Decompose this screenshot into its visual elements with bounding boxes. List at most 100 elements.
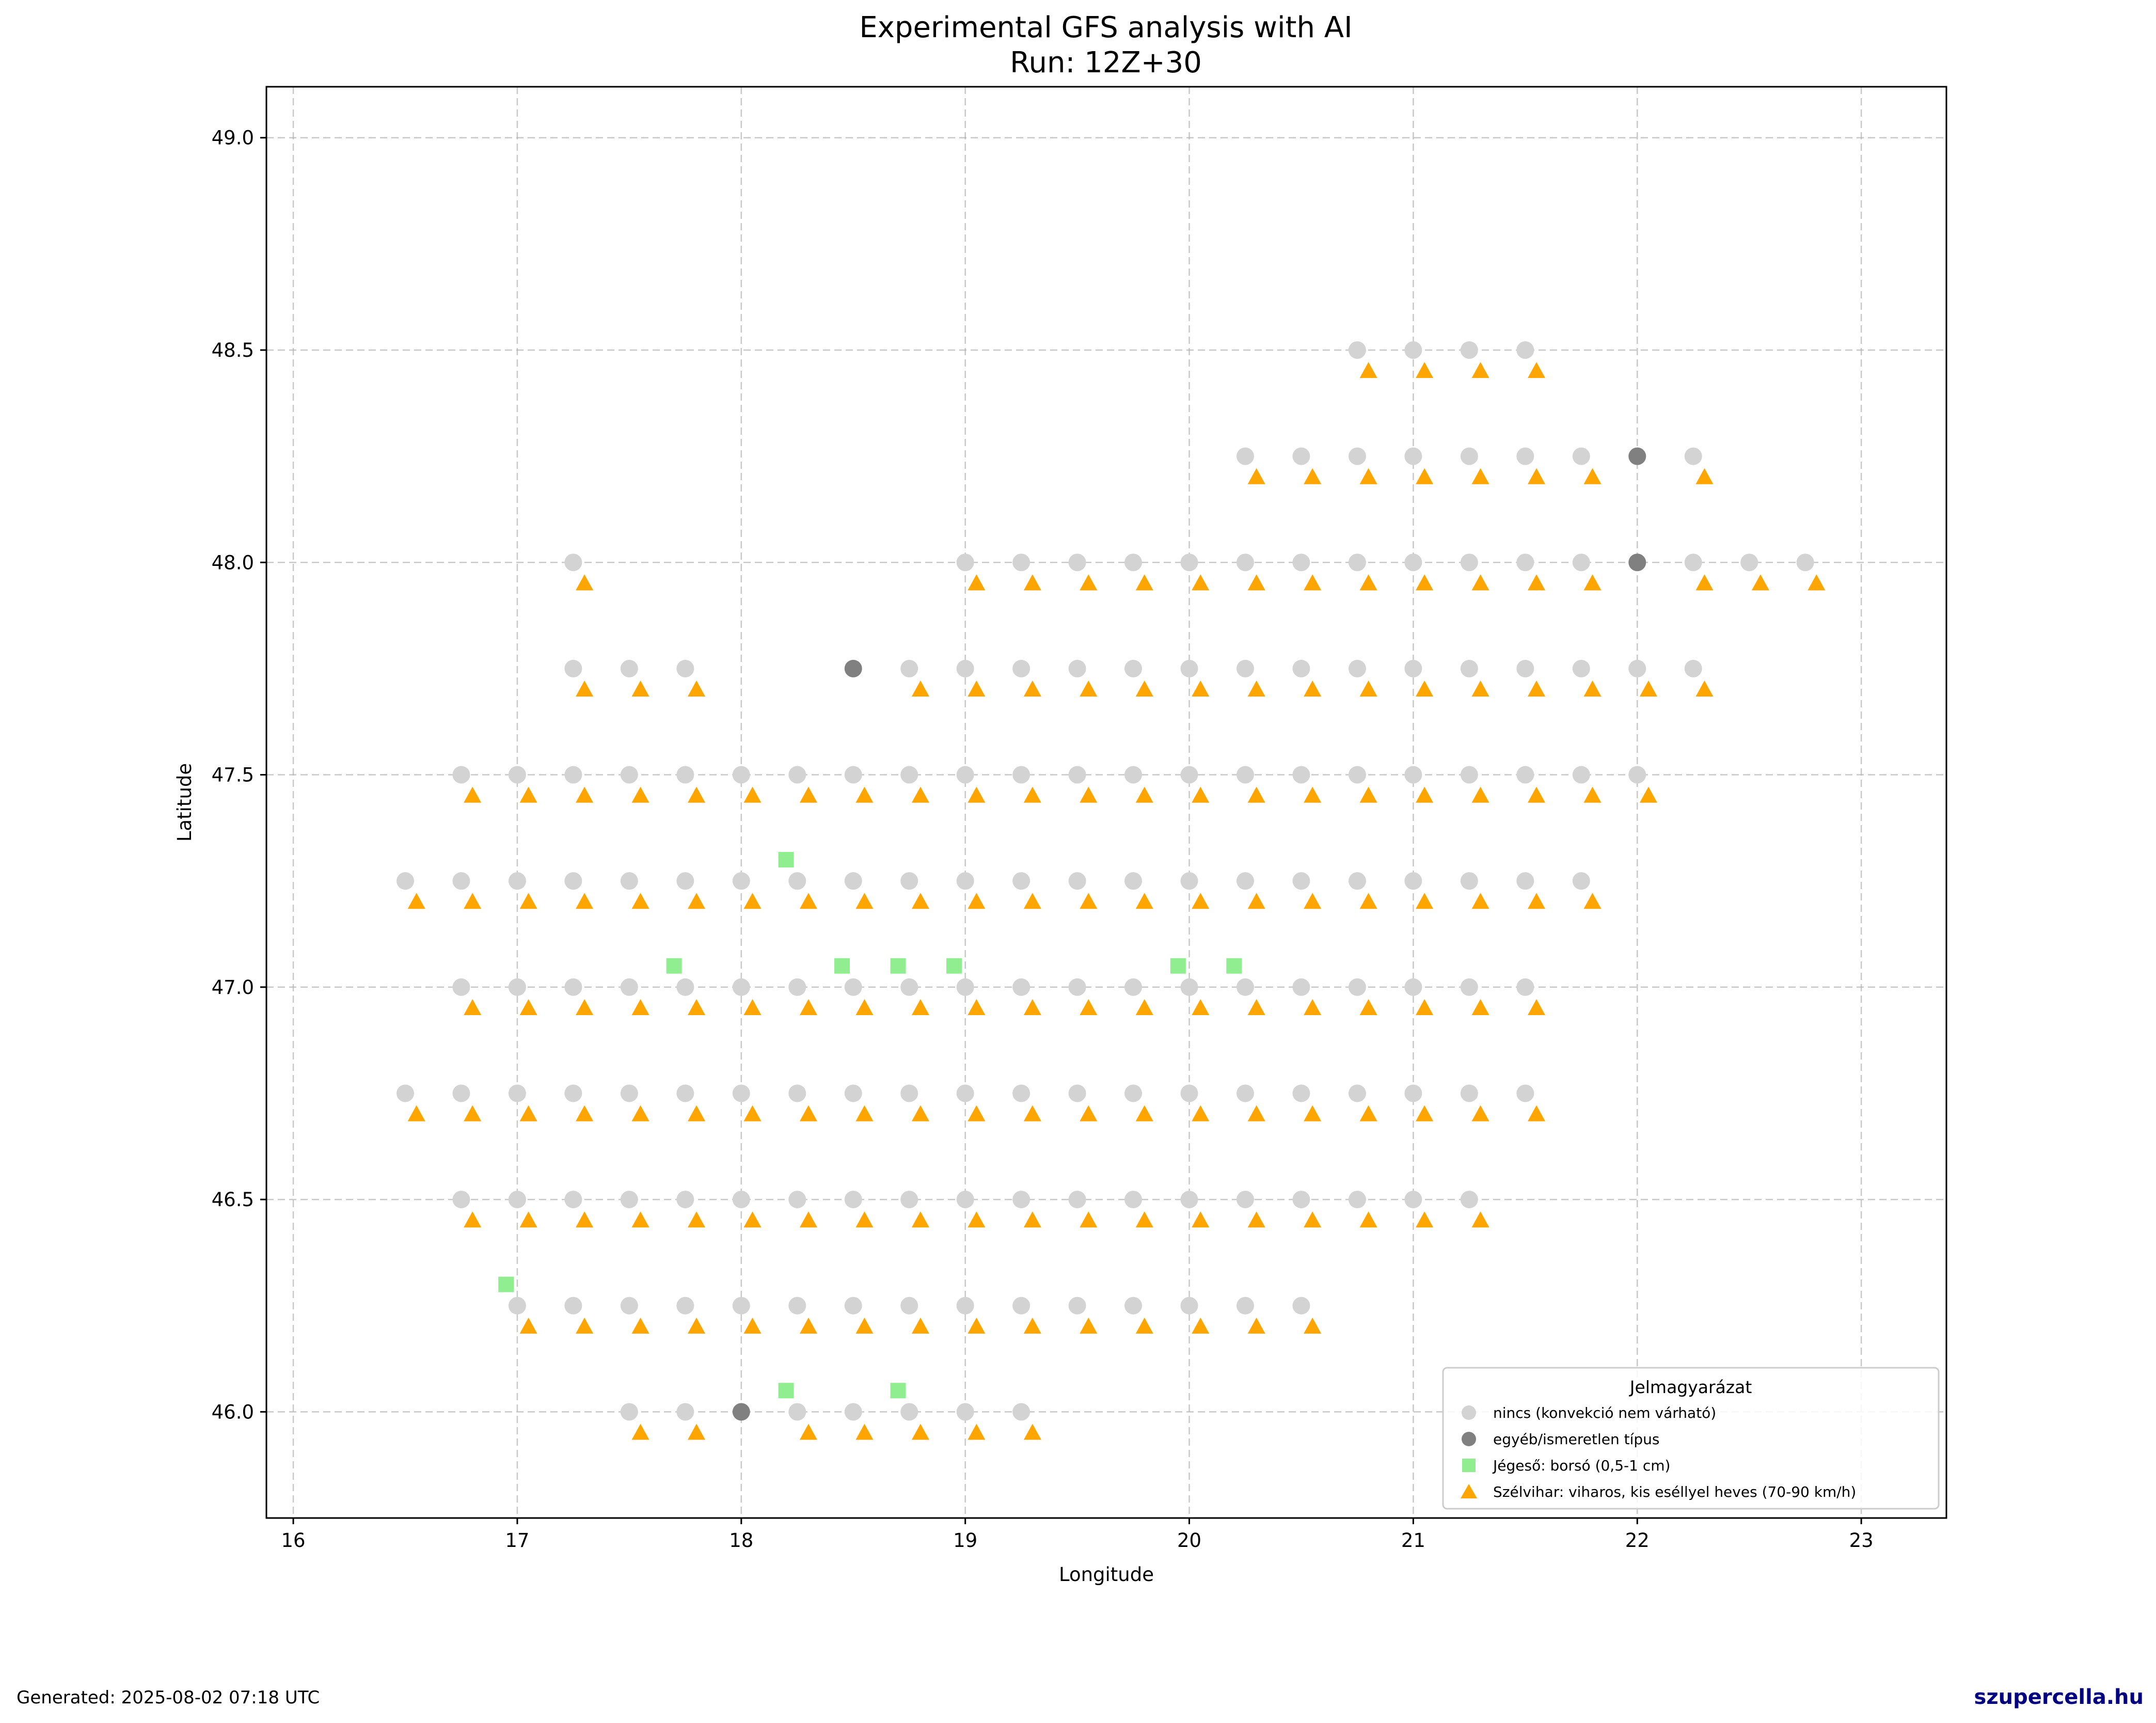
point-nincs bbox=[1180, 978, 1198, 996]
legend-label-nincs: nincs (konvekció nem várható) bbox=[1493, 1404, 1716, 1421]
point-szelvihar bbox=[1583, 786, 1602, 803]
point-szelvihar bbox=[743, 1105, 762, 1121]
point-nincs bbox=[1404, 872, 1422, 890]
point-nincs bbox=[1404, 659, 1422, 677]
point-szelvihar bbox=[1135, 999, 1153, 1015]
point-nincs bbox=[396, 872, 414, 890]
point-nincs bbox=[844, 1191, 862, 1209]
point-nincs bbox=[1124, 554, 1143, 572]
point-szelvihar bbox=[1304, 786, 1322, 803]
point-jegeso bbox=[890, 958, 906, 974]
point-nincs bbox=[732, 872, 750, 890]
point-szelvihar bbox=[855, 999, 874, 1015]
point-szelvihar bbox=[1528, 468, 1546, 484]
generated-timestamp: Generated: 2025-08-02 07:18 UTC bbox=[17, 1687, 320, 1708]
point-szelvihar bbox=[968, 786, 986, 803]
point-nincs bbox=[1796, 554, 1814, 572]
point-szelvihar bbox=[1080, 893, 1098, 909]
point-nincs bbox=[1516, 1084, 1534, 1102]
point-szelvihar bbox=[743, 999, 762, 1015]
point-nincs bbox=[1068, 1191, 1086, 1209]
point-nincs bbox=[1012, 978, 1031, 996]
point-nincs bbox=[788, 1403, 806, 1421]
point-nincs bbox=[1124, 766, 1143, 784]
point-szelvihar bbox=[464, 786, 482, 803]
x-tick-label: 17 bbox=[505, 1529, 529, 1552]
point-nincs bbox=[564, 1191, 582, 1209]
point-egyeb bbox=[1628, 554, 1646, 572]
point-nincs bbox=[1236, 1084, 1254, 1102]
point-nincs bbox=[564, 659, 582, 677]
point-nincs bbox=[844, 978, 862, 996]
point-szelvihar bbox=[855, 786, 874, 803]
point-nincs bbox=[508, 872, 526, 890]
point-nincs bbox=[620, 978, 638, 996]
point-szelvihar bbox=[911, 681, 929, 697]
point-nincs bbox=[844, 766, 862, 784]
point-nincs bbox=[1236, 659, 1254, 677]
point-nincs bbox=[396, 1084, 414, 1102]
point-szelvihar bbox=[968, 681, 986, 697]
point-nincs bbox=[900, 872, 918, 890]
point-szelvihar bbox=[519, 1317, 537, 1334]
point-szelvihar bbox=[1247, 893, 1265, 909]
point-szelvihar bbox=[519, 1211, 537, 1228]
point-szelvihar bbox=[1528, 681, 1546, 697]
point-nincs bbox=[1012, 1191, 1031, 1209]
point-egyeb bbox=[732, 1403, 750, 1421]
point-nincs bbox=[1012, 1403, 1031, 1421]
point-nincs bbox=[956, 978, 974, 996]
point-szelvihar bbox=[1304, 1317, 1322, 1334]
point-nincs bbox=[1460, 872, 1478, 890]
point-nincs bbox=[1740, 554, 1758, 572]
point-nincs bbox=[1068, 1084, 1086, 1102]
point-szelvihar bbox=[1080, 786, 1098, 803]
point-szelvihar bbox=[631, 999, 649, 1015]
point-nincs bbox=[1236, 766, 1254, 784]
point-nincs bbox=[452, 872, 470, 890]
point-nincs bbox=[1348, 1084, 1366, 1102]
point-nincs bbox=[1236, 978, 1254, 996]
point-nincs bbox=[1012, 872, 1031, 890]
point-nincs bbox=[1180, 659, 1198, 677]
point-nincs bbox=[1404, 447, 1422, 465]
chart-subtitle: Run: 12Z+30 bbox=[1010, 46, 1202, 80]
x-tick-label: 18 bbox=[729, 1529, 753, 1552]
point-nincs bbox=[676, 1084, 694, 1102]
point-szelvihar bbox=[688, 999, 706, 1015]
point-nincs bbox=[900, 766, 918, 784]
point-nincs bbox=[1516, 554, 1534, 572]
point-szelvihar bbox=[1080, 681, 1098, 697]
point-szelvihar bbox=[1416, 362, 1434, 378]
point-szelvihar bbox=[1192, 786, 1210, 803]
point-szelvihar bbox=[1583, 574, 1602, 591]
point-nincs bbox=[676, 1191, 694, 1209]
point-szelvihar bbox=[1304, 1105, 1322, 1121]
point-nincs bbox=[620, 766, 638, 784]
point-nincs bbox=[788, 872, 806, 890]
point-szelvihar bbox=[1192, 681, 1210, 697]
point-szelvihar bbox=[1416, 1105, 1434, 1121]
point-nincs bbox=[620, 1084, 638, 1102]
point-szelvihar bbox=[1416, 999, 1434, 1015]
point-nincs bbox=[1292, 766, 1310, 784]
point-nincs bbox=[1348, 1191, 1366, 1209]
point-szelvihar bbox=[968, 893, 986, 909]
point-szelvihar bbox=[1023, 574, 1041, 591]
point-nincs bbox=[1404, 978, 1422, 996]
point-nincs bbox=[1068, 554, 1086, 572]
point-szelvihar bbox=[743, 1211, 762, 1228]
point-nincs bbox=[1292, 554, 1310, 572]
point-szelvihar bbox=[1471, 893, 1489, 909]
point-szelvihar bbox=[1416, 468, 1434, 484]
point-szelvihar bbox=[1023, 1424, 1041, 1440]
y-tick-label: 49.0 bbox=[212, 127, 254, 149]
point-nincs bbox=[1348, 766, 1366, 784]
point-nincs bbox=[900, 1403, 918, 1421]
point-nincs bbox=[508, 766, 526, 784]
site-credit: szupercella.hu bbox=[1974, 1685, 2144, 1709]
x-tick-label: 16 bbox=[281, 1529, 306, 1552]
point-szelvihar bbox=[1471, 1105, 1489, 1121]
point-nincs bbox=[1124, 1084, 1143, 1102]
point-szelvihar bbox=[855, 1105, 874, 1121]
